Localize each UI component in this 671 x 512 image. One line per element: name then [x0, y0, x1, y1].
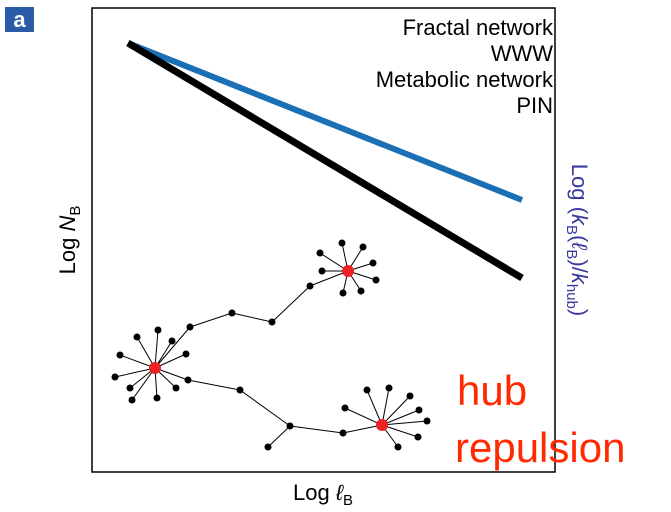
edge — [366, 389, 383, 426]
edge — [231, 312, 273, 323]
black-line — [126, 39, 524, 282]
legend-entry: Fractal network — [403, 15, 554, 40]
legend-entry: Metabolic network — [376, 67, 554, 92]
blue-line — [126, 40, 524, 203]
text: k — [567, 273, 592, 285]
text: hub — [563, 284, 580, 309]
frame — [91, 7, 556, 473]
text: ℓ — [335, 480, 344, 505]
hub-node — [342, 265, 354, 277]
edge — [114, 367, 156, 378]
text: )/ — [567, 259, 592, 273]
node — [385, 384, 393, 392]
node — [415, 406, 423, 414]
node — [316, 249, 324, 257]
edge — [381, 409, 420, 426]
node — [133, 333, 141, 341]
node — [268, 318, 276, 326]
node — [363, 386, 371, 394]
node — [306, 282, 314, 290]
hub-node — [376, 419, 388, 431]
node — [153, 394, 161, 402]
x-label: Log ℓB — [293, 480, 353, 509]
node — [168, 337, 176, 345]
node — [184, 376, 192, 384]
text: B — [67, 206, 84, 216]
panel-badge — [5, 7, 34, 32]
edge — [154, 326, 191, 369]
node — [318, 267, 326, 275]
annotation: hub — [457, 367, 527, 414]
y-label: Log NB — [55, 206, 84, 275]
node — [339, 289, 347, 297]
text: B — [563, 225, 580, 235]
node — [339, 429, 347, 437]
text: Log ( — [567, 164, 592, 215]
edge — [189, 312, 233, 328]
text: ( — [567, 235, 592, 243]
node — [128, 396, 136, 404]
node — [228, 309, 236, 317]
text: B — [343, 492, 353, 509]
edge — [344, 407, 383, 426]
node — [286, 422, 294, 430]
edge — [267, 425, 291, 448]
node — [126, 384, 134, 392]
panel-label: a — [13, 7, 26, 32]
edge — [309, 270, 349, 287]
node — [236, 386, 244, 394]
node — [186, 323, 194, 331]
y2-label: Log (kB(ℓB)/khub) — [563, 164, 592, 316]
node — [111, 373, 119, 381]
edge — [342, 424, 383, 434]
text: ℓ — [567, 241, 592, 250]
edge — [154, 329, 159, 369]
node — [359, 243, 367, 251]
legend-entry: WWW — [491, 41, 554, 66]
edge — [271, 285, 311, 323]
node — [414, 433, 422, 441]
node — [264, 443, 272, 451]
text: B — [563, 249, 580, 259]
edge — [381, 395, 411, 426]
node — [341, 404, 349, 412]
text: ) — [567, 309, 592, 316]
node — [116, 351, 124, 359]
edge — [381, 387, 390, 426]
network — [111, 239, 431, 451]
node — [357, 287, 365, 295]
edge — [381, 420, 428, 426]
edge — [239, 389, 291, 427]
edge — [131, 367, 156, 401]
node — [372, 276, 380, 284]
node — [172, 384, 180, 392]
legend-entry: PIN — [516, 93, 553, 118]
node — [338, 239, 346, 247]
hub-node — [149, 362, 161, 374]
text: Log — [293, 480, 336, 505]
node — [154, 326, 162, 334]
edge — [119, 354, 156, 369]
node — [423, 417, 431, 425]
edge — [187, 379, 241, 391]
text: N — [55, 216, 80, 232]
node — [369, 259, 377, 267]
edge — [381, 424, 419, 438]
edge — [289, 425, 344, 434]
annotation: repulsion — [455, 424, 625, 471]
node — [406, 392, 414, 400]
text: Log — [55, 232, 80, 275]
node — [182, 350, 190, 358]
node — [394, 443, 402, 451]
text: k — [567, 214, 592, 226]
